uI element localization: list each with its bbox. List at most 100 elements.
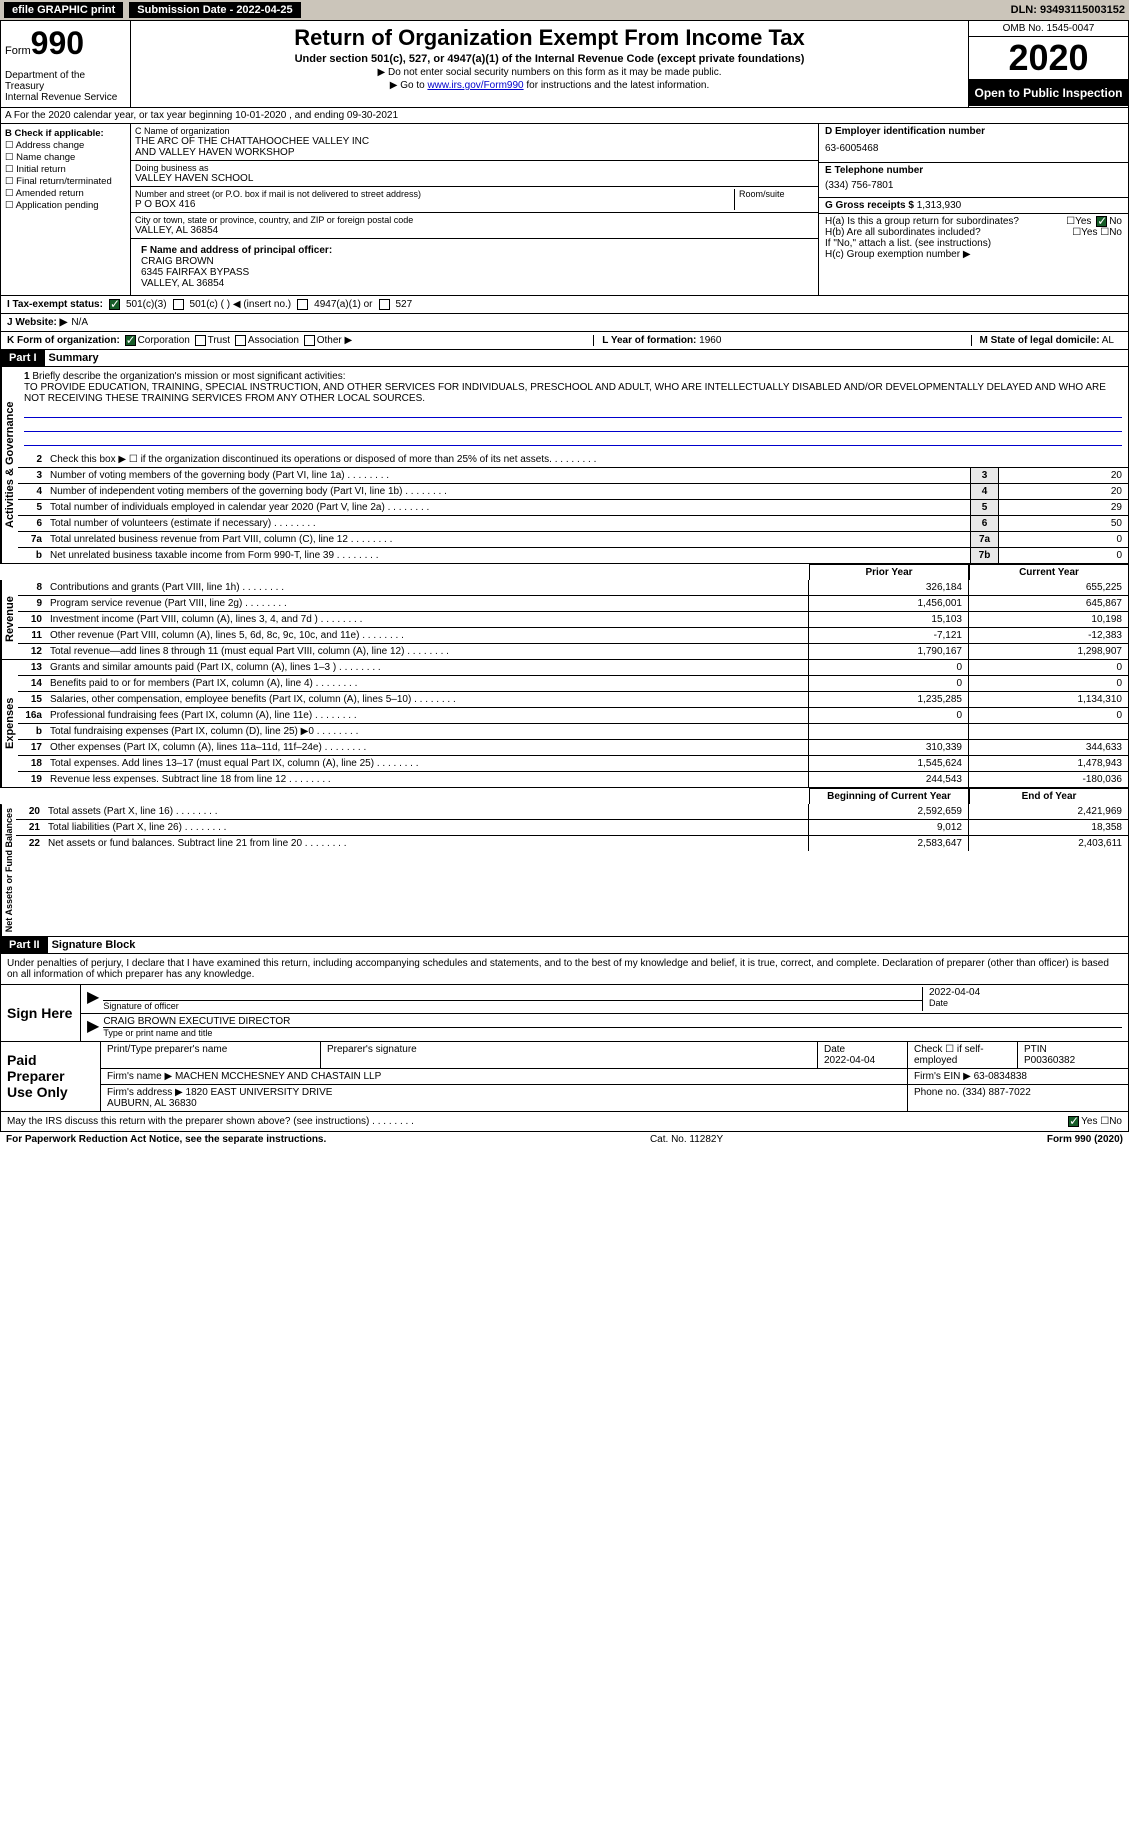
firm-ein-label: Firm's EIN ▶ <box>914 1071 971 1082</box>
part1-title: Summary <box>45 352 99 364</box>
fin-line: 18Total expenses. Add lines 13–17 (must … <box>18 756 1128 772</box>
officer-name: CRAIG BROWN <box>141 256 808 267</box>
website-value: N/A <box>71 317 88 328</box>
self-employed-check[interactable]: Check ☐ if self-employed <box>908 1042 1018 1068</box>
fin-line: 17Other expenses (Part IX, column (A), l… <box>18 740 1128 756</box>
ptin-value: P00360382 <box>1024 1055 1075 1066</box>
box-b: B Check if applicable: ☐ Address change … <box>1 124 131 295</box>
trust-checkbox[interactable] <box>195 335 206 346</box>
officer-addr: 6345 FAIRFAX BYPASS VALLEY, AL 36854 <box>141 267 808 289</box>
paid-preparer-label: Paid Preparer Use Only <box>1 1042 101 1111</box>
gov-line: 3Number of voting members of the governi… <box>18 468 1128 484</box>
open-to-public: Open to Public Inspection <box>969 80 1128 106</box>
dln-label: DLN: 93493115003152 <box>1011 4 1125 16</box>
mission-block: 1 Briefly describe the organization's mi… <box>18 367 1128 452</box>
prior-year-header: Prior Year <box>809 564 969 580</box>
header-right: OMB No. 1545-0047 2020 Open to Public In… <box>968 21 1128 107</box>
ha-label: H(a) Is this a group return for subordin… <box>825 216 1019 227</box>
year-formation-label: L Year of formation: <box>602 335 696 346</box>
year-formation: 1960 <box>699 335 721 346</box>
paperwork-notice: For Paperwork Reduction Act Notice, see … <box>6 1134 326 1145</box>
addr-change-checkbox[interactable]: ☐ Address change <box>5 140 126 151</box>
cat-number: Cat. No. 11282Y <box>326 1134 1047 1145</box>
submission-date-button[interactable]: Submission Date - 2022-04-25 <box>129 2 300 18</box>
sig-date-value: 2022-04-04 <box>929 987 1122 998</box>
name-change-checkbox[interactable]: ☐ Name change <box>5 152 126 163</box>
sig-officer-label: Signature of officer <box>103 1001 922 1011</box>
gov-line: 2Check this box ▶ ☐ if the organization … <box>18 452 1128 468</box>
begin-year-header: Beginning of Current Year <box>809 788 969 804</box>
irs-link[interactable]: www.irs.gov/Form990 <box>427 80 523 91</box>
prep-date-value: 2022-04-04 <box>824 1055 875 1066</box>
fin-line: 19Revenue less expenses. Subtract line 1… <box>18 772 1128 787</box>
omb-number: OMB No. 1545-0047 <box>969 21 1128 37</box>
firm-phone: (334) 887-7022 <box>962 1087 1030 1098</box>
other-checkbox[interactable] <box>304 335 315 346</box>
application-pending-checkbox[interactable]: ☐ Application pending <box>5 200 126 211</box>
prep-sig-header: Preparer's signature <box>321 1042 818 1068</box>
501c-checkbox[interactable] <box>173 299 184 310</box>
ein-label: D Employer identification number <box>825 126 1122 137</box>
topbar: efile GRAPHIC print Submission Date - 20… <box>0 0 1129 20</box>
efile-print-button[interactable]: efile GRAPHIC print <box>4 2 123 18</box>
sign-here-label: Sign Here <box>1 985 81 1041</box>
527-checkbox[interactable] <box>379 299 390 310</box>
box-h: H(a) Is this a group return for subordin… <box>819 214 1128 262</box>
date-label: Date <box>929 998 1122 1008</box>
gross-receipts-value: 1,313,930 <box>917 200 962 211</box>
firm-name-label: Firm's name ▶ <box>107 1071 172 1082</box>
hb-yesno[interactable]: ☐Yes ☐No <box>1072 227 1122 238</box>
irs-discuss-row: May the IRS discuss this return with the… <box>1 1111 1128 1131</box>
page-footer: For Paperwork Reduction Act Notice, see … <box>0 1132 1129 1147</box>
expenses-section: Expenses 13Grants and similar amounts pa… <box>0 660 1129 788</box>
gov-line: 4Number of independent voting members of… <box>18 484 1128 500</box>
governance-section: Activities & Governance 1 Briefly descri… <box>0 367 1129 564</box>
box-c: C Name of organization THE ARC OF THE CH… <box>131 124 818 295</box>
amended-return-checkbox[interactable]: ☐ Amended return <box>5 188 126 199</box>
box-j: J Website: ▶ N/A <box>0 314 1129 332</box>
netassets-section: Net Assets or Fund Balances 20Total asse… <box>0 804 1129 937</box>
final-return-checkbox[interactable]: ☐ Final return/terminated <box>5 176 126 187</box>
goto-link[interactable]: ▶ Go to www.irs.gov/Form990 for instruct… <box>135 80 964 91</box>
form-header: Form990 Department of the Treasury Inter… <box>0 20 1129 108</box>
initial-return-checkbox[interactable]: ☐ Initial return <box>5 164 126 175</box>
form-page-label: Form 990 (2020) <box>1047 1134 1123 1145</box>
revenue-vert-label: Revenue <box>1 580 18 659</box>
fin-line: 20Total assets (Part X, line 16)2,592,65… <box>16 804 1128 820</box>
hb-label: H(b) Are all subordinates included? <box>825 227 981 238</box>
501c3-checkbox[interactable] <box>109 299 120 310</box>
hb-note: If "No," attach a list. (see instruction… <box>825 238 1122 249</box>
prep-name-header: Print/Type preparer's name <box>101 1042 321 1068</box>
part2-header: Part II Signature Block <box>0 937 1129 954</box>
fin-line: bTotal fundraising expenses (Part IX, co… <box>18 724 1128 740</box>
corp-checkbox[interactable] <box>125 335 136 346</box>
mission-text: TO PROVIDE EDUCATION, TRAINING, SPECIAL … <box>24 382 1106 404</box>
period-line: A For the 2020 calendar year, or tax yea… <box>0 108 1129 124</box>
gov-line: 5Total number of individuals employed in… <box>18 500 1128 516</box>
firm-ein: 63-0834838 <box>974 1071 1027 1082</box>
city-value: VALLEY, AL 36854 <box>135 225 814 236</box>
addr-label: Number and street (or P.O. box if mail i… <box>135 189 734 199</box>
4947-checkbox[interactable] <box>297 299 308 310</box>
gov-line: 6Total number of volunteers (estimate if… <box>18 516 1128 532</box>
irs-discuss-yesno[interactable]: Yes ☐No <box>1066 1116 1122 1127</box>
fin-line: 9Program service revenue (Part VIII, lin… <box>18 596 1128 612</box>
mission-underline <box>24 406 1122 418</box>
box-i: I Tax-exempt status: 501(c)(3) 501(c) ( … <box>0 296 1129 314</box>
gov-line: 7aTotal unrelated business revenue from … <box>18 532 1128 548</box>
org-name: THE ARC OF THE CHATTAHOOCHEE VALLEY INC … <box>135 136 814 158</box>
signature-block: Under penalties of perjury, I declare th… <box>0 954 1129 1132</box>
prep-date-label: Date <box>824 1044 845 1055</box>
ha-yesno[interactable]: ☐Yes No <box>1066 216 1122 227</box>
dba-label: Doing business as <box>135 163 814 173</box>
ssn-note: ▶ Do not enter social security numbers o… <box>135 67 964 78</box>
assoc-checkbox[interactable] <box>235 335 246 346</box>
mission-num: 1 <box>24 371 30 382</box>
revenue-section: Revenue 8Contributions and grants (Part … <box>0 580 1129 660</box>
ptin-label: PTIN <box>1024 1044 1047 1055</box>
gross-receipts-label: G Gross receipts $ <box>825 200 914 211</box>
section-b-to-g: B Check if applicable: ☐ Address change … <box>0 124 1129 296</box>
fin-line: 16aProfessional fundraising fees (Part I… <box>18 708 1128 724</box>
mission-label: Briefly describe the organization's miss… <box>32 371 345 382</box>
form-title: Return of Organization Exempt From Incom… <box>135 25 964 51</box>
